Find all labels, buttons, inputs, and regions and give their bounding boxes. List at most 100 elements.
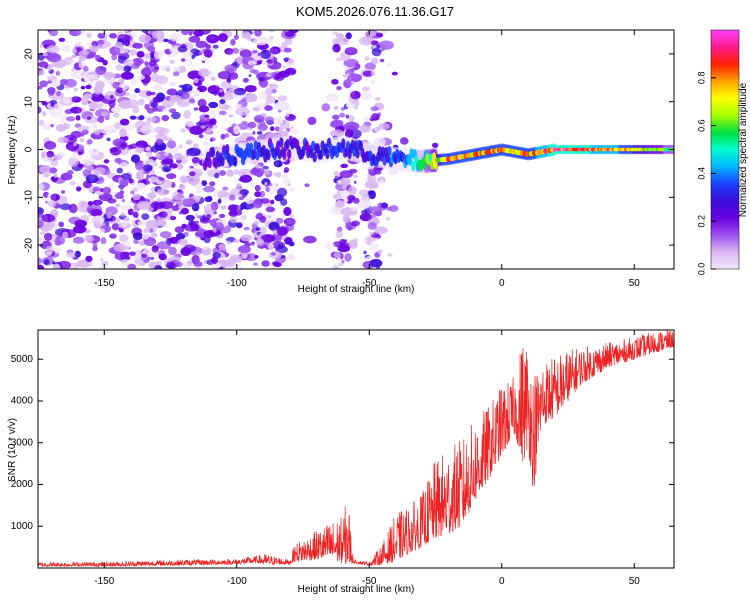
y-tick-label: -20: [24, 237, 35, 252]
spectrogram-noise-blob: [216, 214, 220, 218]
snr-background: [38, 330, 674, 568]
spectrogram-noise-blob: [287, 183, 291, 187]
spectrogram-noise-blob: [268, 221, 280, 231]
spectrogram-noise-blob: [181, 83, 193, 92]
spectrogram-noise-blob: [379, 179, 384, 184]
spectrogram-noise-blob: [357, 201, 371, 209]
y-tick-label: 2000: [11, 479, 34, 490]
spectrogram-noise-blob: [127, 263, 137, 269]
spectrogram-noise-blob: [53, 154, 63, 161]
spectrogram-noise-blob: [150, 116, 157, 123]
y-tick-label: 20: [24, 48, 35, 60]
spectrogram-noise-blob: [333, 170, 339, 176]
spectrogram-noise-blob: [47, 199, 57, 208]
spectrogram-noise-blob: [224, 48, 234, 55]
spectrogram-noise-blob: [92, 245, 98, 252]
spectrogram-noise-blob: [150, 256, 155, 260]
spectrogram-noise-blob: [46, 53, 62, 63]
spectrogram-noise-blob: [250, 167, 265, 176]
spectrogram-noise-blob: [131, 78, 138, 86]
y-tick-label: -10: [24, 190, 35, 205]
spectrogram-noise-blob: [325, 93, 339, 102]
spectrogram-noise-blob: [343, 198, 349, 203]
y-tick-label: 1000: [11, 521, 34, 532]
spectrogram-noise-blob: [79, 138, 85, 143]
spectrogram-noise-blob: [321, 103, 331, 112]
spectrogram-noise-blob: [235, 217, 247, 225]
spectrogram-noise-blob: [114, 41, 124, 49]
spectrogram-noise-blob: [151, 30, 165, 40]
spectrogram-noise-blob: [38, 119, 45, 127]
signal-core: [411, 160, 416, 172]
spectrogram-noise-blob: [332, 31, 338, 35]
spectrogram-noise-blob: [135, 140, 148, 148]
spectrogram-noise-blob: [202, 135, 209, 141]
spectrogram-noise-blob: [189, 125, 205, 135]
spectrogram-noise-blob: [288, 187, 295, 191]
signal-core: [409, 148, 414, 159]
spectrogram-noise-blob: [136, 200, 151, 210]
spectrogram-noise-blob: [136, 51, 145, 58]
spectrogram-noise-blob: [136, 127, 142, 133]
spectrogram-noise-blob: [38, 106, 42, 114]
spectrogram-noise-blob: [204, 209, 210, 215]
spectrogram-noise-blob: [86, 32, 92, 38]
spectrogram-noise-blob: [251, 50, 258, 54]
spectrogram-noise-blob: [217, 199, 222, 204]
spectrogram-noise-blob: [276, 171, 282, 178]
spectrogram-noise-blob: [54, 236, 65, 245]
spectrogram-noise-blob: [134, 88, 141, 94]
spectrogram-noise-blob: [224, 64, 238, 73]
spectrogram-noise-blob: [129, 49, 137, 56]
spectrogram-noise-blob: [264, 182, 268, 186]
spectrogram-noise-blob: [102, 186, 112, 195]
spectrogram-noise-blob: [228, 204, 238, 212]
spectrogram-noise-blob: [78, 50, 88, 60]
spectrogram-noise-blob: [188, 35, 201, 43]
spectrogram-noise-blob: [217, 71, 232, 80]
spectrogram-noise-blob: [38, 235, 44, 245]
spectrogram-noise-blob: [235, 107, 250, 116]
spectrogram-noise-blob: [268, 215, 272, 219]
spectrogram-noise-blob: [151, 245, 159, 253]
spectrogram-noise-blob: [374, 169, 382, 175]
spectrogram-noise-blob: [153, 50, 163, 60]
spectrogram-noise-blob: [181, 91, 190, 100]
spectrogram-noise-blob: [43, 232, 53, 241]
spectrogram-noise-blob: [206, 34, 220, 44]
spectrogram-noise-blob: [270, 199, 275, 205]
spectrogram-noise-blob: [345, 128, 354, 139]
spectrogram-noise-blob: [332, 265, 340, 269]
spectrogram-noise-blob: [218, 243, 227, 250]
spectrogram-noise-blob: [56, 90, 62, 97]
spectrogram-noise-blob: [81, 129, 89, 135]
spectrogram-noise-blob: [283, 206, 292, 216]
spectrogram-noise-blob: [120, 251, 132, 261]
spectrogram-noise-blob: [67, 170, 74, 175]
spectrogram-noise-blob: [77, 183, 81, 188]
spectrogram-noise-blob: [62, 97, 71, 104]
spectrogram-noise-blob: [287, 58, 294, 64]
spectrogram-noise-blob: [74, 219, 87, 228]
spectrogram-noise-blob: [178, 100, 183, 105]
spectrogram-noise-blob: [80, 85, 86, 90]
spectrogram-noise-blob: [337, 257, 342, 261]
spectrogram-noise-blob: [146, 174, 150, 179]
signal-core: [210, 146, 216, 158]
spectrogram-y-ticks: -20 -10 0 10 20: [24, 48, 674, 252]
spectrogram-noise-blob: [119, 118, 130, 126]
spectrogram-noise-blob: [386, 61, 392, 67]
spectrogram-noise-blob: [268, 30, 276, 33]
spectrogram-noise-blob: [169, 33, 181, 42]
spectrogram-noise-blob: [173, 153, 183, 161]
spectrogram-noise-blob: [85, 234, 91, 242]
spectrogram-noise-blob: [131, 154, 140, 163]
spectrogram-noise-blob: [254, 30, 262, 37]
spectrogram-noise-blob: [211, 76, 216, 81]
spectrogram-noise-blob: [105, 71, 113, 81]
spectrogram-noise-blob: [148, 176, 159, 183]
spectrogram-noise-blob: [275, 245, 288, 254]
spectrogram-noise-blob: [335, 33, 344, 38]
spectrogram-noise-blob: [42, 52, 48, 57]
